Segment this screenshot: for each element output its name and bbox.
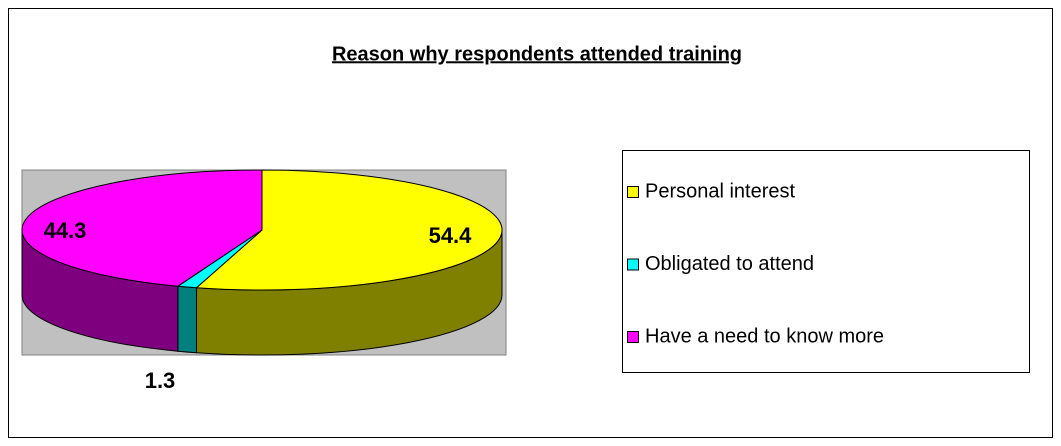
legend-swatch	[627, 186, 639, 198]
pie-slice	[21, 169, 263, 287]
pie-slice-side	[177, 285, 197, 354]
pie-slice	[195, 169, 503, 291]
data-label: 1.3	[145, 368, 176, 393]
legend-swatch	[627, 331, 639, 343]
legend-label: Have a need to know more	[645, 325, 884, 347]
legend-swatch	[627, 258, 639, 271]
legend-label: Personal interest	[645, 180, 796, 202]
chart-title: Reason why respondents attended training	[332, 43, 742, 65]
legend-box	[622, 150, 1030, 373]
legend-label: Obligated to attend	[645, 253, 814, 275]
data-label: 54.4	[429, 223, 473, 248]
data-label: 44.3	[44, 218, 87, 243]
